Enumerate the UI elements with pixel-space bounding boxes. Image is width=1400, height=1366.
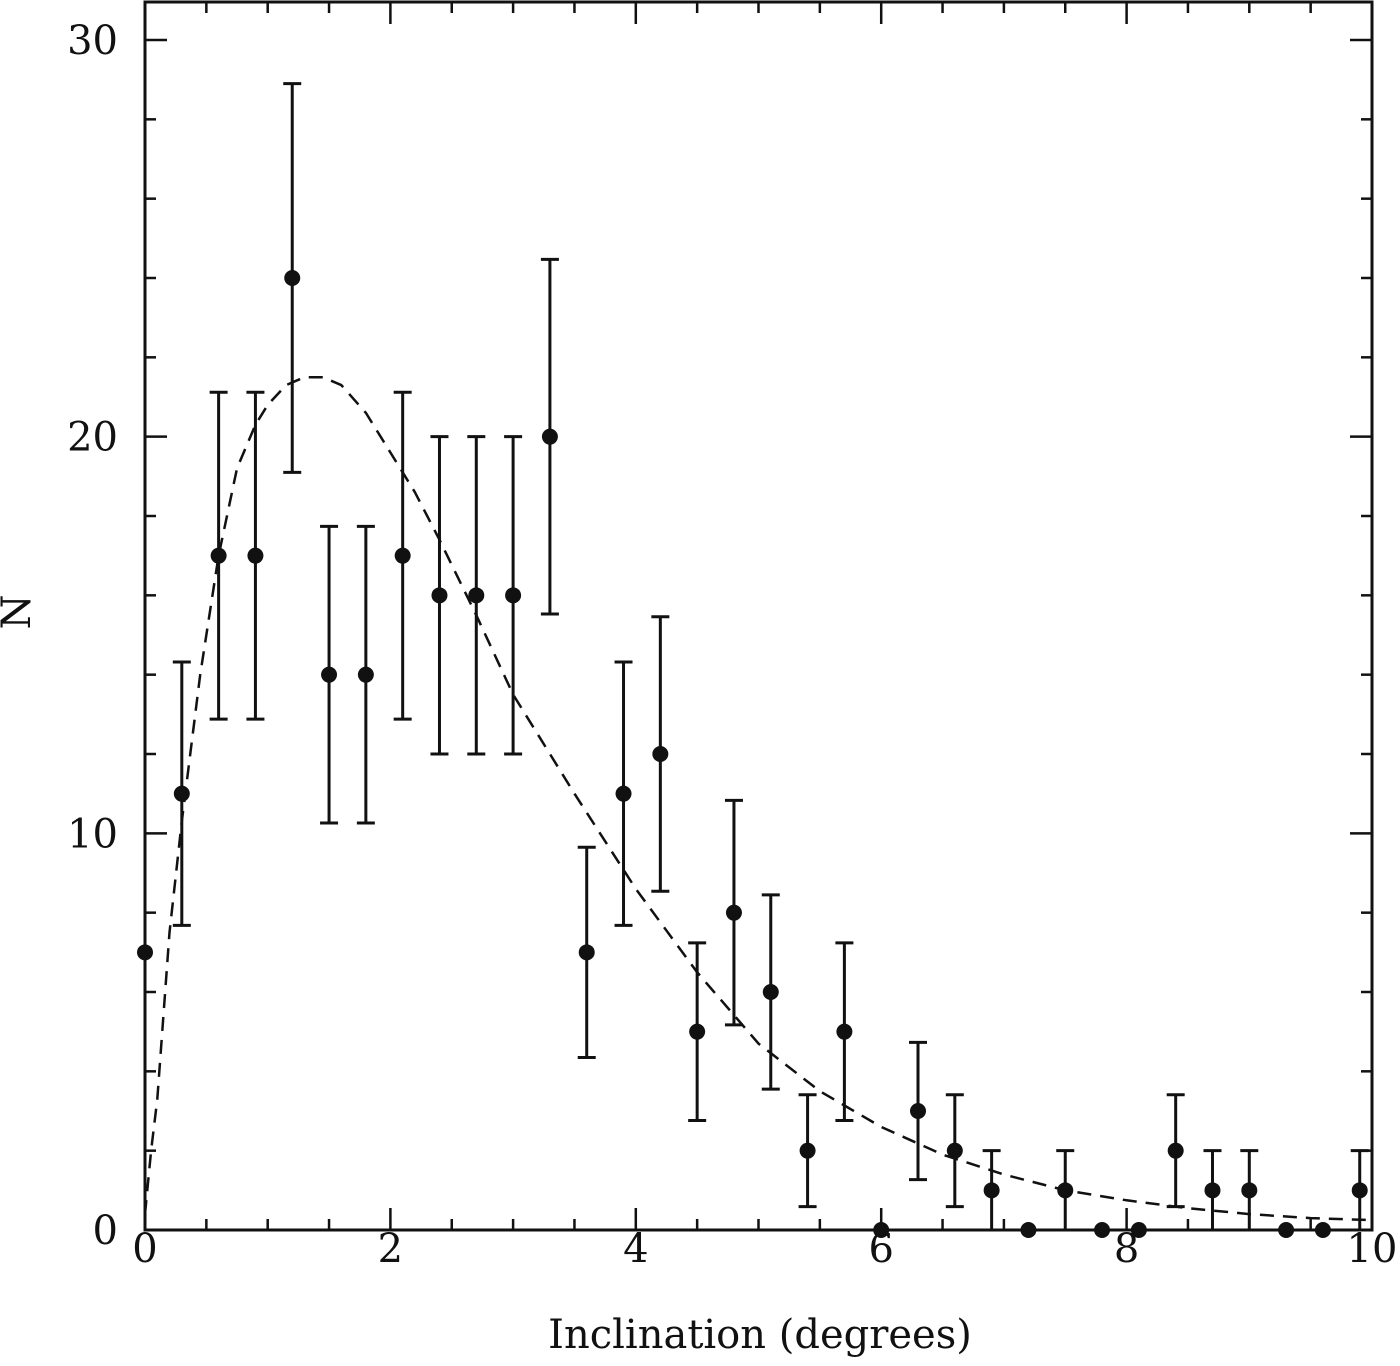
data-point xyxy=(836,1023,853,1040)
data-point xyxy=(1130,1222,1147,1238)
data-point xyxy=(541,428,558,445)
data-point xyxy=(1094,1222,1111,1238)
data-point xyxy=(505,587,522,604)
data-point xyxy=(1204,1182,1221,1199)
data-point xyxy=(615,785,632,802)
data-point xyxy=(762,984,779,1000)
x-tick-label: 4 xyxy=(623,1226,648,1272)
data-point xyxy=(137,944,153,961)
x-axis-label: Inclination (degrees) xyxy=(548,1312,972,1358)
data-point xyxy=(173,785,190,802)
data-point xyxy=(468,587,485,604)
x-tick-label: 0 xyxy=(132,1226,157,1272)
data-point xyxy=(578,944,595,961)
data-point xyxy=(247,547,264,564)
x-tick-label: 2 xyxy=(378,1226,403,1272)
data-point xyxy=(689,1023,706,1040)
x-tick-label: 10 xyxy=(1347,1226,1398,1272)
data-point xyxy=(1351,1182,1368,1199)
fit-curve xyxy=(143,375,1373,1222)
y-tick-label: 20 xyxy=(67,415,118,461)
data-point xyxy=(983,1182,1000,1199)
data-point xyxy=(321,666,338,683)
data-point xyxy=(946,1142,963,1159)
data-point xyxy=(725,904,742,921)
data-point xyxy=(284,270,301,286)
data-point xyxy=(210,547,227,564)
data-point xyxy=(1020,1222,1037,1238)
data-point xyxy=(1278,1222,1295,1238)
y-tick-label: 0 xyxy=(93,1208,118,1254)
data-point xyxy=(873,1222,890,1238)
y-axis-label: N xyxy=(0,595,40,630)
data-point xyxy=(431,587,448,604)
data-point xyxy=(1241,1182,1258,1199)
y-tick-label: 30 xyxy=(67,18,118,64)
data-point xyxy=(1167,1142,1184,1159)
data-point xyxy=(357,666,374,683)
data-point xyxy=(799,1142,816,1159)
data-point xyxy=(394,547,411,564)
data-point xyxy=(1314,1222,1331,1238)
y-tick-label: 10 xyxy=(67,811,118,857)
data-point xyxy=(910,1103,927,1119)
data-point xyxy=(652,746,669,762)
